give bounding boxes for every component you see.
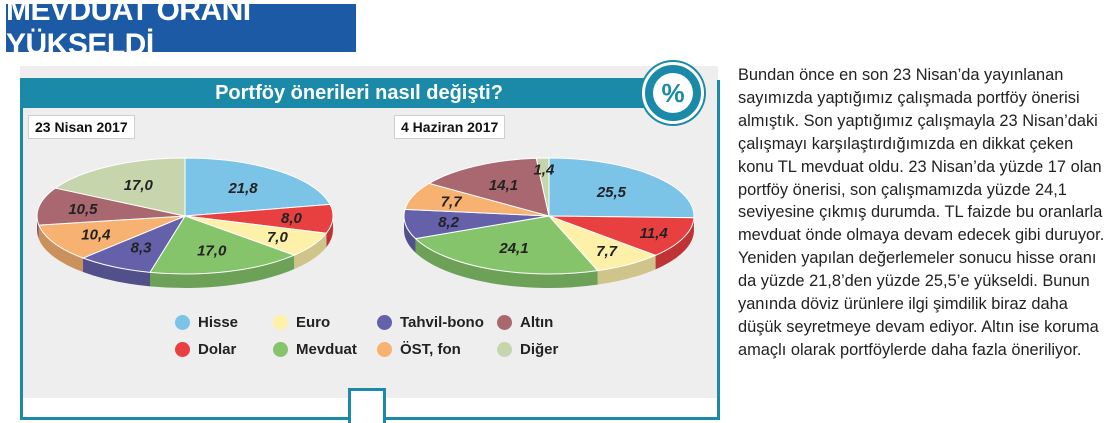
pie-label-tahvil-bono: 8,3 (131, 240, 153, 257)
legend-item-euro: Euro (273, 314, 377, 331)
infographic-title: Portföy önerileri nasıl değişti? (20, 78, 698, 108)
pie-side-dolar (655, 217, 694, 270)
legend-label: Euro (296, 314, 331, 331)
legend-label: Altın (520, 314, 554, 331)
legend-swatch-icon (497, 315, 512, 330)
legend-item-mevduat: Mevduat (273, 341, 377, 358)
legend-label: ÖST, fon (400, 341, 461, 358)
percent-badge-label: % (653, 73, 693, 113)
pie-side-euro (294, 233, 327, 270)
legend-label: Diğer (520, 341, 559, 358)
pie-slice-di-er (54, 157, 186, 217)
pie-label-di-er: 1,4 (533, 162, 555, 179)
legend-item-hisse: Hisse (175, 314, 273, 331)
pie-side-mevduat (149, 255, 295, 288)
legend-swatch-icon (175, 315, 190, 330)
legend-item--st-fon: ÖST, fon (377, 341, 497, 358)
legend-swatch-icon (497, 342, 512, 357)
pie-label-alt-n: 14,1 (489, 177, 518, 194)
legend-swatch-icon (273, 315, 288, 330)
legend-swatch-icon (377, 342, 392, 357)
pie-label-alt-n: 10,5 (68, 201, 98, 218)
pie-slice-dolar (548, 215, 695, 256)
legend-label: Mevduat (296, 341, 357, 358)
pie-1-title: 23 Nisan 2017 (28, 115, 135, 139)
pie-label-hisse: 21,8 (227, 180, 258, 197)
pie-label-di-er: 17,0 (124, 177, 154, 194)
pie-label--st-fon: 10,4 (81, 226, 111, 243)
pie-slice-hisse (184, 157, 331, 217)
pie-side-tahvil-bono (404, 216, 416, 253)
pie-side-dolar (326, 216, 333, 248)
pie-slice-hisse (548, 157, 695, 219)
legend-swatch-icon (273, 342, 288, 357)
pie-slice-alt-n (36, 187, 186, 226)
pie-slice-mevduat (414, 215, 599, 275)
frame-notch (348, 388, 386, 423)
legend-label: Dolar (198, 341, 237, 358)
legend-item-tahvil-bono: Tahvil-bono (377, 314, 497, 331)
pie-label-mevduat: 17,0 (197, 242, 227, 259)
pie-side-tahvil-bono (83, 258, 150, 287)
pie-label-hisse: 25,5 (596, 184, 627, 201)
pie-2-title: 4 Haziran 2017 (394, 115, 506, 139)
pie-chart-april: 21,8 8,0 7,0 17,0 8,3 10,4 10,5 17,0 (36, 157, 334, 288)
pie-side--st-fon (38, 225, 84, 273)
pie-label-mevduat: 24,1 (498, 240, 528, 257)
pie-label-dolar: 8,0 (281, 210, 303, 227)
pie-label-euro: 7,0 (267, 229, 289, 246)
pie-side-mevduat (415, 238, 598, 288)
headline: MEVDUAT ORANI YÜKSELDİ (6, 0, 356, 61)
legend-label: Tahvil-bono (400, 314, 484, 331)
pie-label--st-fon: 7,7 (441, 193, 463, 210)
legend: Hisse Euro Tahvil-bono Altın Dolar Mevduat ÖST… (175, 314, 595, 358)
article-text: Bundan önce en son 23 Nisan’da yayınlana… (738, 66, 1105, 359)
percent-badge-icon: % (642, 62, 704, 124)
pie-slice-di-er (535, 157, 550, 217)
pie-label-dolar: 11,4 (640, 225, 669, 242)
legend-item-alt-n: Altın (497, 314, 587, 331)
legend-label: Hisse (198, 314, 239, 331)
pie-slice-mevduat (149, 215, 296, 275)
pie-slice-alt-n (427, 157, 550, 217)
legend-item-di-er: Diğer (497, 341, 587, 358)
legend-swatch-icon (175, 342, 190, 357)
legend-swatch-icon (377, 315, 392, 330)
legend-item-dolar: Dolar (175, 341, 273, 358)
pie-label-tahvil-bono: 8,2 (438, 214, 460, 231)
pie-side-euro (597, 255, 656, 285)
pie-chart-june: 25,5 11,4 7,7 24,1 8,2 7,7 14,1 1,4 (403, 157, 695, 288)
pie-slice--st-fon (38, 215, 186, 259)
pie-label-euro: 7,7 (596, 243, 618, 260)
